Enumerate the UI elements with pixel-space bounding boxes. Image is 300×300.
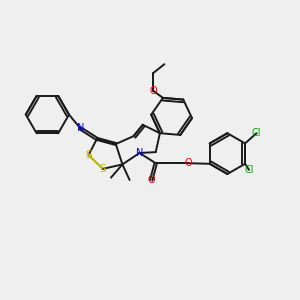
Text: N: N — [77, 123, 84, 134]
Text: N: N — [136, 148, 143, 158]
Text: O: O — [149, 85, 157, 96]
Text: O: O — [147, 175, 155, 185]
Text: S: S — [100, 164, 106, 174]
Text: S: S — [85, 150, 92, 160]
Text: Cl: Cl — [252, 128, 261, 138]
Text: Cl: Cl — [244, 165, 254, 175]
Text: O: O — [184, 158, 192, 168]
